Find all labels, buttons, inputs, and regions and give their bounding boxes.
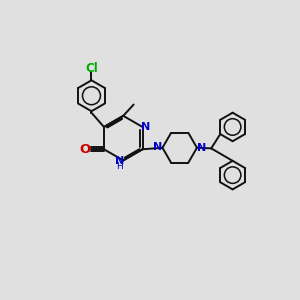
Text: N: N: [197, 143, 206, 153]
Text: N: N: [142, 122, 151, 132]
Text: H: H: [116, 162, 123, 171]
Text: N: N: [115, 156, 124, 166]
Text: N: N: [153, 142, 163, 152]
Text: Cl: Cl: [85, 61, 98, 75]
Text: O: O: [80, 143, 91, 156]
